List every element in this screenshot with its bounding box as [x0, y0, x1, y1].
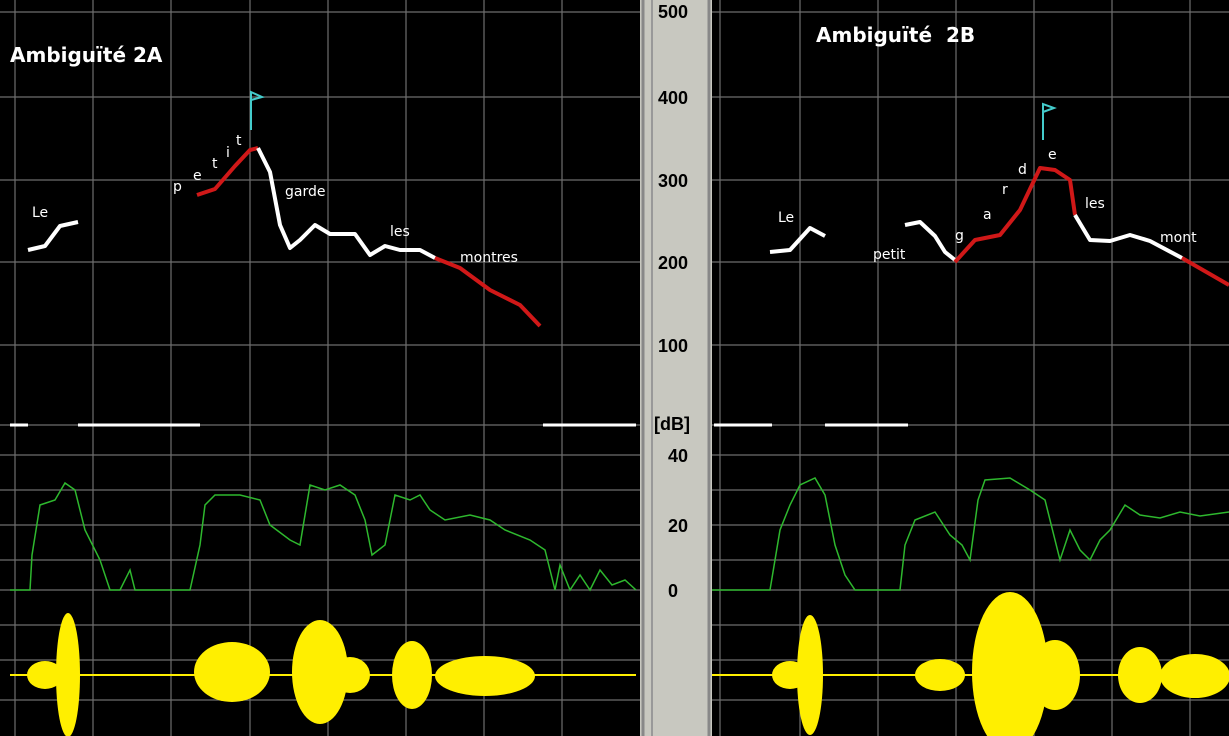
wave-blob: [1118, 647, 1162, 703]
intensity: [10, 477, 1229, 592]
pitch-red: [1181, 256, 1229, 287]
word-label: garde: [285, 184, 325, 200]
word-label: i: [226, 145, 230, 161]
hz-label: 400: [658, 88, 688, 108]
wave-blob: [330, 657, 370, 693]
wave-blob: [972, 592, 1048, 736]
wave-blob: [1160, 654, 1229, 698]
word-label: e: [1048, 147, 1057, 163]
word-label: r: [1002, 182, 1008, 198]
hz-label: 200: [658, 253, 688, 273]
hz-label: 300: [658, 171, 688, 191]
word-label: g: [955, 228, 964, 244]
db-unit: [dB]: [654, 414, 690, 434]
word-label: p: [173, 179, 182, 195]
waveform: [10, 592, 1229, 736]
db-label: 40: [668, 446, 688, 466]
pitch-red: [434, 256, 542, 328]
db-label: 20: [668, 516, 688, 536]
flag: [250, 90, 265, 130]
wave-blob: [435, 656, 535, 696]
wave-blob: [392, 641, 432, 709]
word-label: mont: [1160, 230, 1197, 246]
pitch-red: [196, 146, 259, 197]
panel-title: Ambiguïté 2B: [816, 23, 975, 47]
word-label: les: [1085, 196, 1105, 212]
wave-blob: [915, 659, 965, 691]
word-label: d: [1018, 162, 1027, 178]
word-label: Le: [778, 210, 794, 226]
word-label: e: [193, 168, 202, 184]
word-label: t: [236, 133, 242, 149]
wave-blob: [772, 661, 808, 689]
intensity-line: [10, 481, 637, 592]
pitch-curves: [27, 146, 1229, 328]
pitch-white: [769, 226, 826, 254]
flags: [250, 90, 1057, 140]
wave-blob: [194, 642, 270, 702]
word-label: Le: [32, 205, 48, 221]
hz-label: 500: [658, 2, 688, 22]
word-label: les: [390, 224, 410, 240]
db-label: 0: [668, 581, 678, 601]
wave-blob: [292, 620, 348, 724]
pitch-white: [1073, 213, 1183, 260]
flag: [1042, 102, 1057, 140]
word-label: petit: [873, 247, 906, 263]
hz-label: 100: [658, 336, 688, 356]
word-label: montres: [460, 250, 518, 266]
pitch-white: [256, 147, 436, 260]
intensity-line: [712, 477, 1229, 591]
wave-blob: [56, 613, 80, 736]
word-label: a: [983, 207, 992, 223]
word-label: t: [212, 156, 218, 172]
panel-title: Ambiguïté 2A: [10, 43, 163, 67]
scale-bar: [640, 0, 712, 736]
word-labels: LepetitgardelesmontresLepetitgardelesmon…: [32, 133, 1197, 266]
wave-blob: [27, 661, 63, 689]
wave-blob: [1030, 640, 1080, 710]
pitch-white: [904, 220, 957, 262]
pitch-red: [953, 166, 1077, 264]
wave-blob: [797, 615, 823, 735]
pitch-white: [27, 220, 79, 252]
